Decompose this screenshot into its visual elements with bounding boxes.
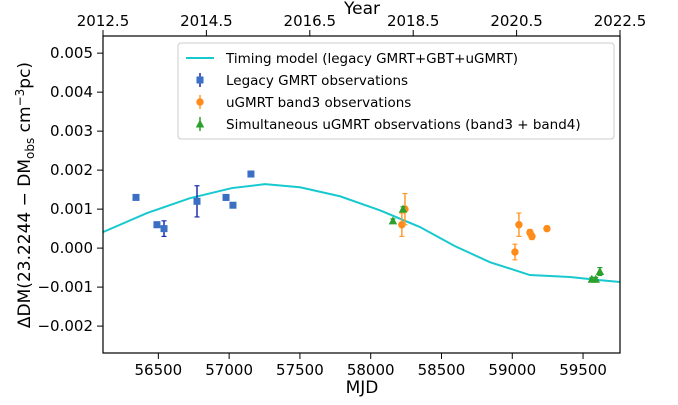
marker	[222, 193, 230, 201]
y-tick-label: 0.001	[50, 200, 93, 218]
legend-label: Timing model (legacy GMRT+GBT+uGMRT)	[225, 51, 518, 67]
marker	[528, 232, 536, 241]
marker	[196, 76, 204, 84]
error-bar	[515, 212, 523, 238]
error-bar	[193, 185, 201, 218]
y-label-part: −3	[13, 89, 27, 107]
x2-tick-label: 2022.5	[594, 12, 647, 30]
marker	[196, 98, 204, 106]
marker	[515, 221, 523, 229]
error-bar	[132, 193, 140, 201]
y-label-part: obs	[23, 138, 37, 159]
marker	[229, 201, 237, 209]
x-tick-label: 56500	[134, 361, 182, 379]
marker	[195, 119, 205, 128]
y-tick-label: 0.005	[50, 44, 93, 62]
error-bar	[398, 204, 408, 213]
y-label-part: cm	[15, 106, 35, 137]
marker	[543, 224, 551, 233]
error-bar	[595, 267, 605, 277]
marker	[132, 193, 140, 201]
y-tick-label: 0.000	[50, 239, 93, 257]
x-axis-label: MJD	[346, 378, 379, 398]
x-tick-label: 59500	[559, 361, 607, 379]
x2-tick-label: 2012.5	[77, 12, 130, 30]
error-bar	[153, 221, 161, 229]
x-tick-label: 58500	[418, 361, 466, 379]
y-tick-label: 0.003	[50, 122, 93, 140]
x2-tick-label: 2020.5	[490, 12, 543, 30]
marker	[153, 221, 161, 229]
x2-tick-label: 2014.5	[180, 12, 233, 30]
marker	[247, 170, 255, 178]
y-tick-label: −0.001	[37, 278, 93, 296]
y-tick-label: 0.002	[50, 161, 93, 179]
error-bar	[388, 216, 398, 225]
legend-label: Legacy GMRT observations	[226, 73, 408, 89]
legend-label: Simultaneous uGMRT observations (band3 +…	[226, 117, 581, 133]
x-tick-label: 58000	[347, 361, 395, 379]
model-curve	[103, 183, 620, 284]
marker	[160, 225, 168, 233]
error-bar	[160, 220, 168, 238]
marker	[398, 204, 408, 213]
legend: Timing model (legacy GMRT+GBT+uGMRT) Lega…	[177, 42, 615, 140]
error-bar	[222, 193, 230, 201]
error-bar	[591, 274, 600, 283]
error-bar	[229, 201, 237, 209]
legend-box	[177, 42, 615, 140]
x2-tick-label: 2018.5	[387, 12, 440, 30]
x-tick-label: 57000	[205, 361, 253, 379]
y-label-part: pc)	[15, 62, 35, 89]
error-bar	[247, 170, 255, 178]
marker	[193, 197, 201, 205]
marker	[398, 221, 406, 229]
y-axis-label: ΔDM(23.2244 − DMobs cm−3pc)	[13, 62, 37, 328]
marker	[511, 248, 519, 256]
error-bar	[543, 224, 551, 233]
y-label-part: ΔDM(23.2244 − DM	[15, 159, 35, 328]
x-tick-label: 59000	[488, 361, 536, 379]
x-tick-label: 57500	[276, 361, 324, 379]
x2-axis-label: Year	[343, 0, 380, 19]
marker	[591, 274, 600, 283]
marker	[595, 267, 605, 276]
plot	[103, 170, 620, 284]
error-bar	[528, 232, 536, 241]
error-bar	[398, 212, 406, 238]
y-tick-label: 0.004	[50, 83, 93, 101]
x2-tick-label: 2016.5	[284, 12, 337, 30]
legend-label: uGMRT band3 observations	[226, 95, 411, 111]
plot-frame	[102, 35, 621, 354]
marker	[388, 216, 398, 225]
y-tick-label: −0.002	[37, 317, 93, 335]
error-bar	[511, 243, 519, 261]
